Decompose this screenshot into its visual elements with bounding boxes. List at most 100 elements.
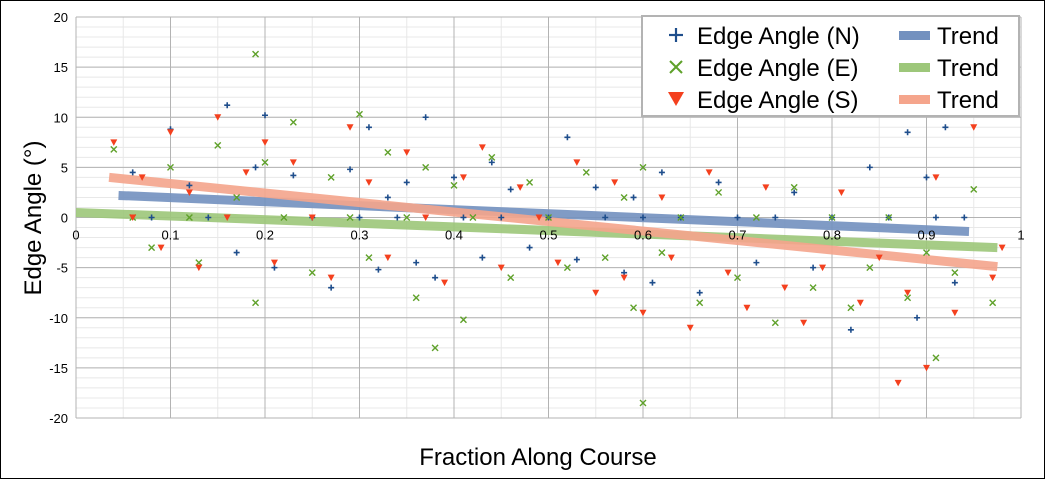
data-point-x <box>214 141 222 149</box>
data-point-triangle <box>639 309 647 317</box>
data-point-triangle <box>667 254 675 262</box>
data-point-triangle <box>837 189 845 196</box>
data-point-triangle <box>110 139 118 146</box>
data-point-x <box>507 274 515 282</box>
data-point-triangle <box>686 324 694 332</box>
data-point-x <box>847 304 855 312</box>
data-point-plus <box>573 256 580 263</box>
data-point-x <box>866 264 874 272</box>
legend-trend-swatch-s <box>899 95 930 104</box>
legend: Edge Angle (N) Trend Edge Angle (E) Tren… <box>641 15 1020 117</box>
data-point-triangle <box>611 179 619 186</box>
y-axis-title: Edge Angle (°) <box>20 140 47 295</box>
data-point-plus <box>403 179 410 186</box>
data-point-plus <box>262 112 268 119</box>
data-point-plus <box>932 214 939 221</box>
data-point-x <box>346 214 354 221</box>
data-point-triangle <box>554 259 562 267</box>
data-point-x <box>752 214 760 221</box>
data-point-triangle <box>516 184 524 191</box>
data-point-plus <box>451 174 457 181</box>
data-point-triangle <box>422 214 430 221</box>
data-point-triangle <box>762 184 770 191</box>
x-tick-label: 1 <box>1017 228 1024 243</box>
legend-label-n: Edge Angle (N) <box>697 23 860 50</box>
data-point-x <box>620 193 628 201</box>
data-point-plus <box>365 124 372 131</box>
trend-line <box>118 190 970 237</box>
data-point-x <box>526 178 534 186</box>
data-point-plus <box>923 174 930 181</box>
data-point-x <box>904 294 912 302</box>
data-point-x <box>771 319 779 327</box>
data-point-plus <box>564 134 571 141</box>
data-point-x <box>167 163 174 171</box>
legend-trend-swatch-e <box>899 63 930 72</box>
legend-label-s: Edge Angle (S) <box>697 87 858 114</box>
data-point-x <box>563 264 571 272</box>
data-point-x <box>384 148 392 156</box>
data-point-triangle <box>308 214 316 221</box>
data-point-triangle <box>214 114 222 121</box>
data-point-plus <box>479 254 486 261</box>
data-point-triangle <box>270 259 278 267</box>
data-point-plus <box>649 279 656 286</box>
data-point-plus <box>252 164 259 171</box>
data-point-x <box>639 399 647 407</box>
data-point-plus <box>460 214 467 221</box>
data-point-plus <box>630 194 637 201</box>
data-point-plus <box>904 129 911 136</box>
data-point-triangle <box>129 214 137 221</box>
x-tick-label: 0.5 <box>539 228 557 243</box>
data-point-triangle <box>923 364 930 372</box>
legend-trend-label-n: Trend <box>937 23 999 50</box>
data-point-x <box>932 354 940 362</box>
data-point-plus <box>375 266 382 273</box>
x-axis-title: Fraction Along Course <box>419 444 656 471</box>
data-point-plus <box>129 169 136 176</box>
data-point-x <box>951 269 959 277</box>
data-point-x <box>327 173 335 181</box>
data-point-x <box>252 50 260 58</box>
trend-line <box>75 207 998 253</box>
data-point-plus <box>847 326 854 333</box>
y-tick-label: -5 <box>56 261 68 276</box>
y-tick-label: 0 <box>61 211 68 226</box>
x-tick-label: 0.3 <box>350 228 368 243</box>
data-point-triangle <box>167 129 174 136</box>
data-point-x <box>261 158 269 166</box>
data-point-triangle <box>195 264 203 272</box>
data-point-x <box>630 304 638 312</box>
data-point-triangle <box>478 144 486 151</box>
legend-trend-label-s: Trend <box>937 87 999 114</box>
y-tick-label: 15 <box>54 60 68 75</box>
data-point-triangle <box>327 274 335 282</box>
data-point-triangle <box>800 319 808 327</box>
data-point-triangle <box>573 159 581 166</box>
data-point-plus <box>328 284 335 291</box>
data-point-plus <box>488 159 495 166</box>
data-point-triangle <box>242 169 250 176</box>
data-point-plus <box>753 259 760 266</box>
legend-label-e: Edge Angle (E) <box>697 55 858 82</box>
data-point-triangle <box>705 169 713 176</box>
data-point-triangle <box>497 264 505 272</box>
x-tick-labels: 0 0.1 0.2 0.3 0.4 0.5 0.6 0.7 0.8 0.9 1 <box>72 228 1024 243</box>
data-point-triangle <box>441 279 449 287</box>
data-point-plus <box>394 214 401 221</box>
data-point-plus <box>432 274 439 281</box>
data-point-x <box>469 214 477 221</box>
data-point-plus <box>148 214 155 221</box>
legend-marker-triangle-icon <box>668 92 684 106</box>
data-point-x <box>148 244 156 252</box>
data-point-x <box>989 299 997 307</box>
data-point-x <box>431 344 439 352</box>
y-tick-label: 20 <box>54 10 68 25</box>
y-tick-label: -15 <box>49 361 68 376</box>
data-point-triangle <box>743 304 751 312</box>
data-point-plus <box>347 166 354 173</box>
data-point-triangle <box>819 264 827 272</box>
data-point-x <box>658 249 666 257</box>
data-point-x <box>289 118 297 126</box>
data-point-triangle <box>365 179 373 186</box>
